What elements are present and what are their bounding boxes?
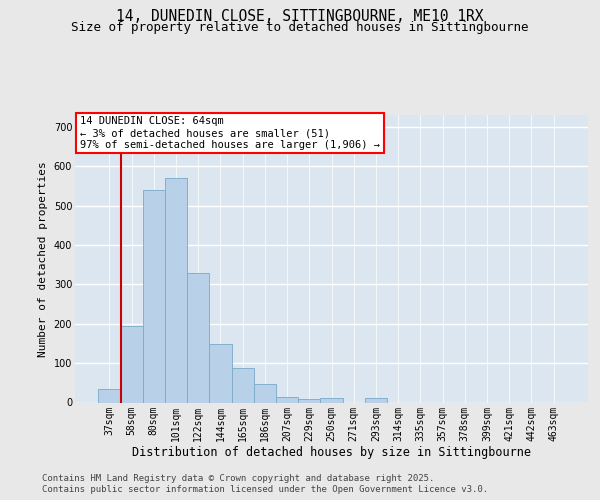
Bar — [187, 272, 209, 402]
Text: Contains public sector information licensed under the Open Government Licence v3: Contains public sector information licen… — [42, 485, 488, 494]
Bar — [254, 384, 276, 402]
X-axis label: Distribution of detached houses by size in Sittingbourne: Distribution of detached houses by size … — [132, 446, 531, 459]
Text: 14, DUNEDIN CLOSE, SITTINGBOURNE, ME10 1RX: 14, DUNEDIN CLOSE, SITTINGBOURNE, ME10 1… — [116, 9, 484, 24]
Bar — [232, 368, 254, 402]
Text: Size of property relative to detached houses in Sittingbourne: Size of property relative to detached ho… — [71, 21, 529, 34]
Text: Contains HM Land Registry data © Crown copyright and database right 2025.: Contains HM Land Registry data © Crown c… — [42, 474, 434, 483]
Y-axis label: Number of detached properties: Number of detached properties — [38, 161, 48, 356]
Bar — [365, 398, 387, 402]
Bar — [165, 178, 187, 402]
Bar — [121, 326, 143, 402]
Bar — [276, 396, 298, 402]
Text: 14 DUNEDIN CLOSE: 64sqm
← 3% of detached houses are smaller (51)
97% of semi-det: 14 DUNEDIN CLOSE: 64sqm ← 3% of detached… — [80, 116, 380, 150]
Bar — [320, 398, 343, 402]
Bar — [143, 190, 165, 402]
Bar — [209, 344, 232, 403]
Bar — [298, 398, 320, 402]
Bar — [98, 388, 121, 402]
